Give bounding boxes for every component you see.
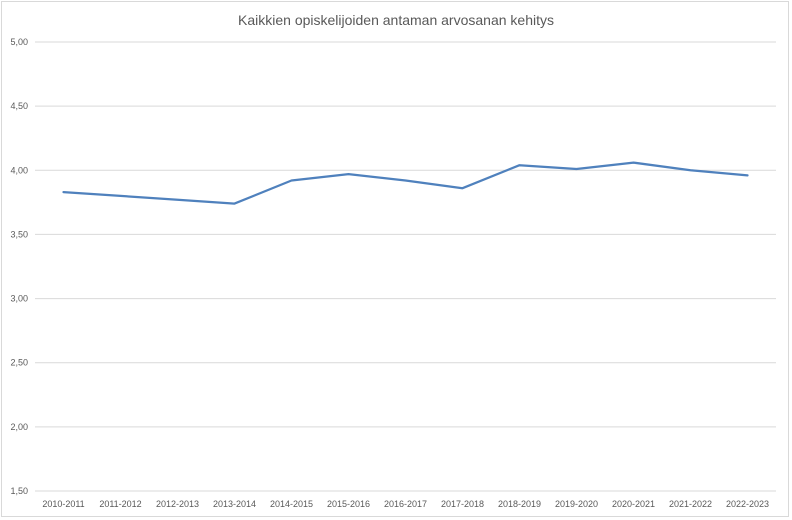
- x-tick-label: 2016-2017: [384, 499, 427, 509]
- x-tick-label: 2014-2015: [270, 499, 313, 509]
- x-axis-ticks: 2010-2011 2011-2012 2012-2013 2013-2014 2014…: [42, 499, 769, 509]
- y-tick-label: 3,00: [10, 294, 28, 304]
- x-tick-label: 2012-2013: [156, 499, 199, 509]
- series-line: [62, 161, 749, 205]
- x-tick-label: 2018-2019: [498, 499, 541, 509]
- x-tick-label: 2017-2018: [441, 499, 484, 509]
- y-tick-label: 1,50: [10, 486, 28, 496]
- chart-title: Kaikkien opiskelijoiden antaman arvosana…: [238, 12, 554, 28]
- x-tick-label: 2015-2016: [327, 499, 370, 509]
- x-tick-label: 2013-2014: [213, 499, 256, 509]
- y-tick-label: 3,50: [10, 229, 28, 239]
- x-tick-label: 2011-2012: [99, 499, 141, 509]
- y-tick-label: 2,00: [10, 422, 28, 432]
- x-tick-label: 2019-2020: [555, 499, 598, 509]
- x-tick-label: 2021-2022: [669, 499, 712, 509]
- y-axis-ticks: 1,50 2,00 2,50 3,00 3,50 4,00 4,50 5,00: [10, 37, 28, 496]
- y-tick-label: 2,50: [10, 358, 28, 368]
- x-tick-label: 2020-2021: [612, 499, 655, 509]
- y-tick-label: 4,50: [10, 101, 28, 111]
- y-tick-label: 4,00: [10, 165, 28, 175]
- gridlines: [35, 41, 776, 492]
- y-tick-label: 5,00: [10, 37, 28, 47]
- x-tick-label: 2022-2023: [726, 499, 769, 509]
- series-layer: [62, 161, 749, 205]
- x-tick-label: 2010-2011: [42, 499, 84, 509]
